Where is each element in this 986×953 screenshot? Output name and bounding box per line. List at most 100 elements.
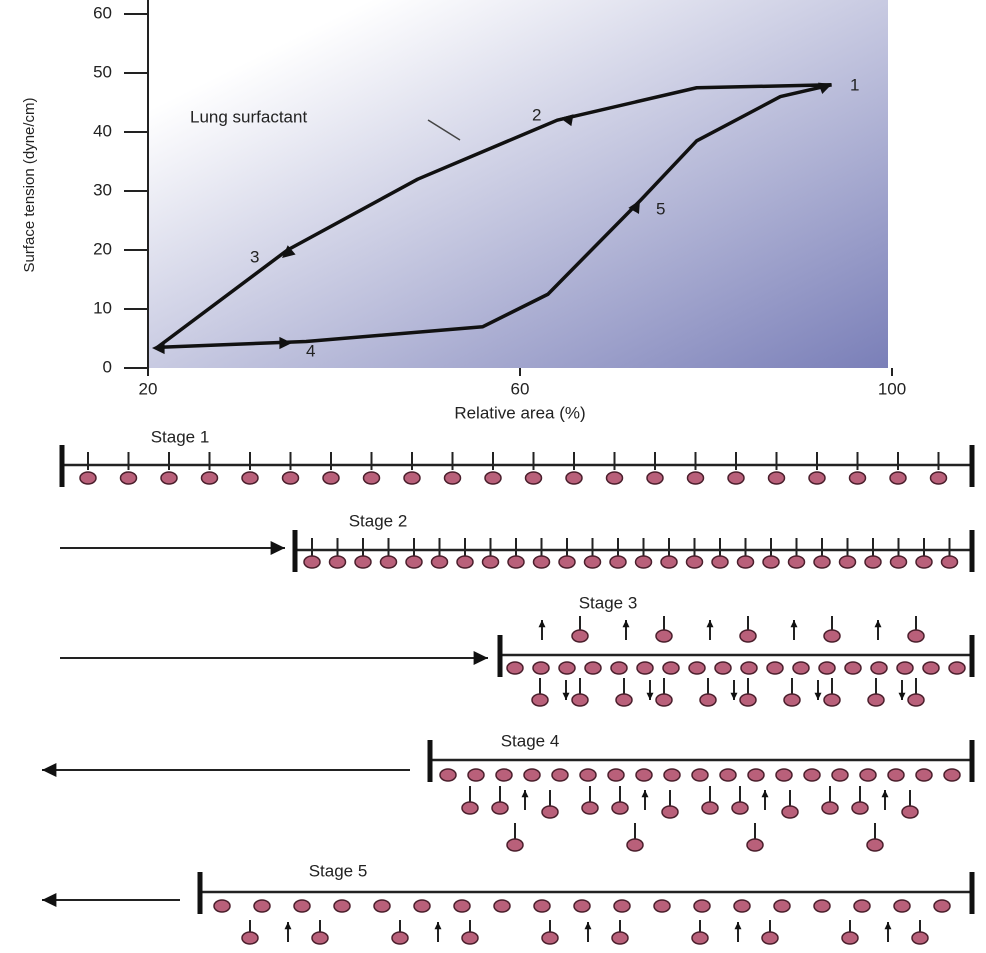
head bbox=[870, 661, 888, 675]
head bbox=[533, 899, 551, 913]
head bbox=[484, 471, 502, 485]
arrowhead bbox=[628, 200, 640, 214]
head bbox=[615, 693, 633, 707]
head bbox=[887, 768, 905, 782]
head bbox=[653, 899, 671, 913]
head bbox=[558, 555, 576, 569]
arrowhead bbox=[521, 790, 529, 798]
arrowhead bbox=[562, 692, 570, 700]
head bbox=[808, 471, 826, 485]
head bbox=[762, 555, 780, 569]
head bbox=[413, 899, 431, 913]
head bbox=[581, 801, 599, 815]
head bbox=[373, 899, 391, 913]
head bbox=[524, 471, 543, 485]
y-tick-label: 20 bbox=[93, 239, 112, 258]
head bbox=[541, 931, 559, 945]
head bbox=[719, 768, 737, 782]
head bbox=[354, 555, 372, 569]
head bbox=[864, 555, 882, 569]
arrowhead bbox=[761, 790, 769, 798]
head bbox=[896, 661, 914, 675]
annotation: 2 bbox=[532, 105, 541, 124]
head bbox=[541, 805, 559, 819]
arrowhead bbox=[646, 692, 654, 700]
head bbox=[79, 471, 97, 485]
head bbox=[405, 555, 423, 569]
head bbox=[495, 768, 513, 782]
head bbox=[787, 555, 806, 569]
head bbox=[922, 661, 940, 675]
head bbox=[200, 471, 219, 485]
head bbox=[579, 768, 597, 782]
arrowhead bbox=[734, 922, 742, 930]
stage-label: Stage 4 bbox=[501, 731, 560, 750]
head bbox=[507, 555, 525, 569]
head bbox=[636, 661, 654, 675]
head bbox=[241, 471, 259, 485]
y-tick-label: 50 bbox=[93, 62, 112, 81]
head bbox=[467, 768, 485, 782]
head bbox=[253, 899, 271, 913]
arrowhead bbox=[270, 541, 285, 555]
arrowhead bbox=[584, 922, 592, 930]
head bbox=[119, 471, 138, 485]
head bbox=[607, 768, 625, 782]
head bbox=[573, 899, 591, 913]
arrowhead bbox=[42, 763, 57, 777]
head bbox=[453, 899, 471, 913]
head bbox=[767, 471, 786, 485]
head bbox=[605, 471, 624, 485]
head bbox=[761, 931, 779, 945]
arrowhead bbox=[282, 245, 296, 258]
head bbox=[532, 555, 551, 569]
stage-label: Stage 3 bbox=[579, 593, 638, 612]
arrowhead bbox=[898, 692, 906, 700]
head bbox=[915, 768, 933, 782]
head bbox=[493, 899, 511, 913]
y-tick-label: 60 bbox=[93, 3, 112, 22]
head bbox=[773, 899, 791, 913]
head bbox=[634, 555, 653, 569]
x-tick-label: 60 bbox=[511, 379, 530, 398]
head bbox=[362, 471, 381, 485]
head bbox=[711, 555, 729, 569]
y-axis-label: Surface tension (dyne/cm) bbox=[21, 97, 38, 272]
head bbox=[747, 768, 765, 782]
arrowhead bbox=[641, 790, 649, 798]
head bbox=[731, 801, 749, 815]
head bbox=[430, 555, 449, 569]
head bbox=[813, 555, 831, 569]
arrowhead bbox=[790, 620, 798, 628]
head bbox=[901, 805, 919, 819]
annotation: 4 bbox=[306, 341, 315, 360]
head bbox=[439, 768, 457, 782]
head bbox=[915, 555, 933, 569]
head bbox=[660, 555, 678, 569]
head bbox=[733, 899, 751, 913]
head bbox=[889, 471, 907, 485]
head bbox=[481, 555, 500, 569]
head bbox=[739, 629, 757, 643]
arrowhead bbox=[42, 893, 57, 907]
head bbox=[456, 555, 474, 569]
head bbox=[783, 693, 801, 707]
head bbox=[714, 661, 732, 675]
head bbox=[303, 555, 321, 569]
head bbox=[609, 555, 627, 569]
head bbox=[506, 838, 524, 852]
y-tick-label: 10 bbox=[93, 298, 112, 317]
head bbox=[699, 693, 717, 707]
arrowhead bbox=[730, 692, 738, 700]
head bbox=[293, 899, 311, 913]
head bbox=[907, 693, 925, 707]
head bbox=[803, 768, 821, 782]
head bbox=[727, 471, 745, 485]
head bbox=[844, 661, 862, 675]
arrowhead bbox=[560, 114, 574, 127]
head bbox=[663, 768, 681, 782]
arrowhead bbox=[622, 620, 630, 628]
head bbox=[691, 768, 709, 782]
head bbox=[655, 693, 673, 707]
